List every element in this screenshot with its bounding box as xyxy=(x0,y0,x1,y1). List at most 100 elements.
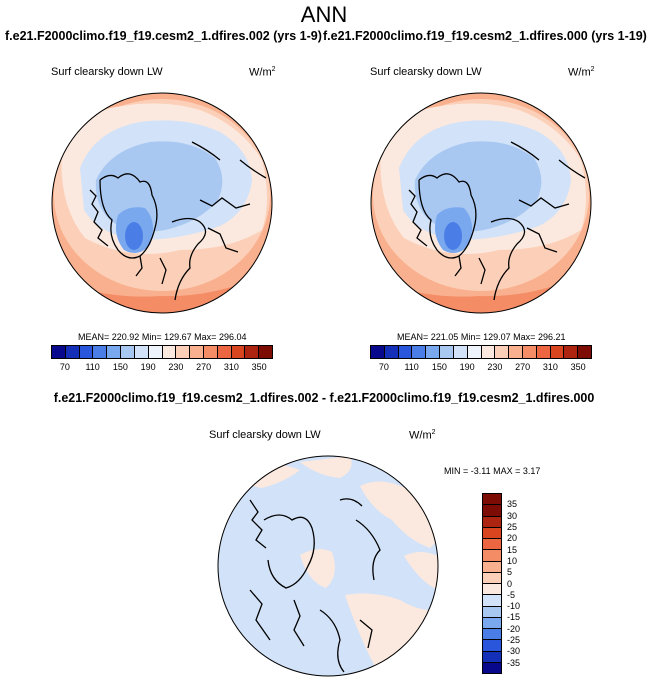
colorbar-tick-label: 110 xyxy=(404,362,419,372)
colorbar-swatch xyxy=(440,346,454,358)
colorbar-swatch xyxy=(483,606,501,618)
colorbar-tick-label: 310 xyxy=(542,362,558,372)
left-variable-label: Surf clearsky down LW xyxy=(51,66,163,78)
colorbar-tick-label: 10 xyxy=(507,555,518,566)
colorbar-swatch xyxy=(217,346,232,358)
left-colorbar-ticks: 70 110 150 190 230 270 310 350 xyxy=(51,362,273,374)
right-case-title: f.e21.F2000climo.f19_f19.cesm2_1.dfires.… xyxy=(323,29,647,43)
colorbar-tick-label: 230 xyxy=(168,362,184,372)
colorbar-swatch xyxy=(483,640,501,652)
colorbar-tick-label: 110 xyxy=(85,362,100,372)
colorbar-swatch xyxy=(564,346,579,358)
colorbar-tick-label: 350 xyxy=(570,362,586,372)
colorbar-tick-label: -10 xyxy=(507,601,521,612)
colorbar-tick-label: 20 xyxy=(507,533,518,544)
colorbar-swatch xyxy=(483,494,501,506)
right-colorbar xyxy=(370,345,592,359)
colorbar-tick-label: 70 xyxy=(59,362,70,372)
colorbar-swatch xyxy=(483,561,501,573)
colorbar-swatch xyxy=(481,346,496,358)
colorbar-swatch xyxy=(483,516,501,528)
colorbar-swatch xyxy=(148,346,163,358)
colorbar-tick-label: 70 xyxy=(378,362,389,372)
diff-units-label: W/m2 xyxy=(409,429,436,442)
colorbar-swatch xyxy=(52,346,66,358)
colorbar-swatch xyxy=(483,572,501,584)
colorbar-swatch xyxy=(176,346,191,358)
colorbar-swatch xyxy=(453,346,468,358)
colorbar-swatch xyxy=(483,595,501,607)
colorbar-swatch xyxy=(107,346,122,358)
right-units-label: W/m2 xyxy=(568,66,595,79)
colorbar-swatch xyxy=(522,346,537,358)
left-case-title: f.e21.F2000climo.f19_f19.cesm2_1.dfires.… xyxy=(5,29,322,43)
colorbar-swatch xyxy=(93,346,108,358)
colorbar-tick-label: 15 xyxy=(507,544,518,555)
colorbar-swatch xyxy=(65,346,80,358)
left-stats: MEAN= 220.92 Min= 129.67 Max= 296.04 xyxy=(78,332,247,342)
colorbar-swatch xyxy=(231,346,246,358)
colorbar-tick-label: 350 xyxy=(251,362,267,372)
colorbar-swatch xyxy=(79,346,94,358)
right-variable-label: Surf clearsky down LW xyxy=(370,66,482,78)
colorbar-tick-label: 30 xyxy=(507,510,518,521)
colorbar-swatch xyxy=(483,651,501,663)
colorbar-tick-label: -5 xyxy=(507,589,516,600)
colorbar-swatch xyxy=(121,346,135,358)
colorbar-swatch xyxy=(483,550,501,562)
colorbar-tick-label: 190 xyxy=(459,362,475,372)
colorbar-swatch xyxy=(190,346,204,358)
colorbar-tick-label: 5 xyxy=(507,567,513,578)
left-colorbar xyxy=(51,345,273,359)
colorbar-tick-label: 190 xyxy=(140,362,156,372)
colorbar-swatch xyxy=(509,346,523,358)
colorbar-swatch xyxy=(483,617,501,629)
colorbar-swatch xyxy=(203,346,218,358)
colorbar-swatch xyxy=(578,346,591,358)
colorbar-tick-label: 270 xyxy=(515,362,531,372)
colorbar-tick-label: 150 xyxy=(431,362,447,372)
right-stats: MEAN= 221.05 Min= 129.07 Max= 296.21 xyxy=(397,332,566,342)
colorbar-tick-label: -25 xyxy=(507,635,521,646)
colorbar-swatch xyxy=(426,346,441,358)
colorbar-swatch xyxy=(162,346,177,358)
plot-title: ANN xyxy=(300,2,348,27)
colorbar-tick-label: 0 xyxy=(507,578,513,589)
colorbar-swatch xyxy=(467,346,482,358)
colorbar-swatch xyxy=(550,346,565,358)
colorbar-swatch xyxy=(536,346,551,358)
colorbar-tick-label: -15 xyxy=(507,612,521,623)
colorbar-swatch xyxy=(245,346,260,358)
colorbar-tick-label: 270 xyxy=(196,362,212,372)
colorbar-swatch xyxy=(398,346,413,358)
diff-title: f.e21.F2000climo.f19_f19.cesm2_1.dfires.… xyxy=(53,391,595,405)
right-colorbar-ticks: 70 110 150 190 230 270 310 350 xyxy=(370,362,592,374)
colorbar-swatch xyxy=(259,346,272,358)
colorbar-tick-label: 25 xyxy=(507,521,518,532)
colorbar-swatch xyxy=(483,662,501,673)
colorbar-tick-label: -35 xyxy=(507,657,521,668)
colorbar-swatch xyxy=(384,346,399,358)
colorbar-swatch xyxy=(412,346,427,358)
colorbar-tick-label: 150 xyxy=(112,362,128,372)
colorbar-swatch xyxy=(483,629,501,641)
diff-stats: MIN = -3.11 MAX = 3.17 xyxy=(444,466,541,476)
left-units-label: W/m2 xyxy=(249,66,276,79)
colorbar-swatch xyxy=(483,527,501,539)
colorbar-tick-label: 230 xyxy=(487,362,503,372)
colorbar-tick-label: -20 xyxy=(507,623,521,634)
colorbar-swatch xyxy=(483,584,501,596)
colorbar-tick-label: 310 xyxy=(223,362,239,372)
colorbar-swatch xyxy=(495,346,510,358)
colorbar-swatch xyxy=(134,346,149,358)
colorbar-swatch xyxy=(371,346,385,358)
diff-colorbar xyxy=(482,493,502,674)
colorbar-tick-label: 35 xyxy=(507,499,518,510)
colorbar-swatch xyxy=(483,539,501,551)
colorbar-swatch xyxy=(483,505,501,517)
colorbar-tick-label: -30 xyxy=(507,646,521,657)
diff-variable-label: Surf clearsky down LW xyxy=(209,429,321,441)
